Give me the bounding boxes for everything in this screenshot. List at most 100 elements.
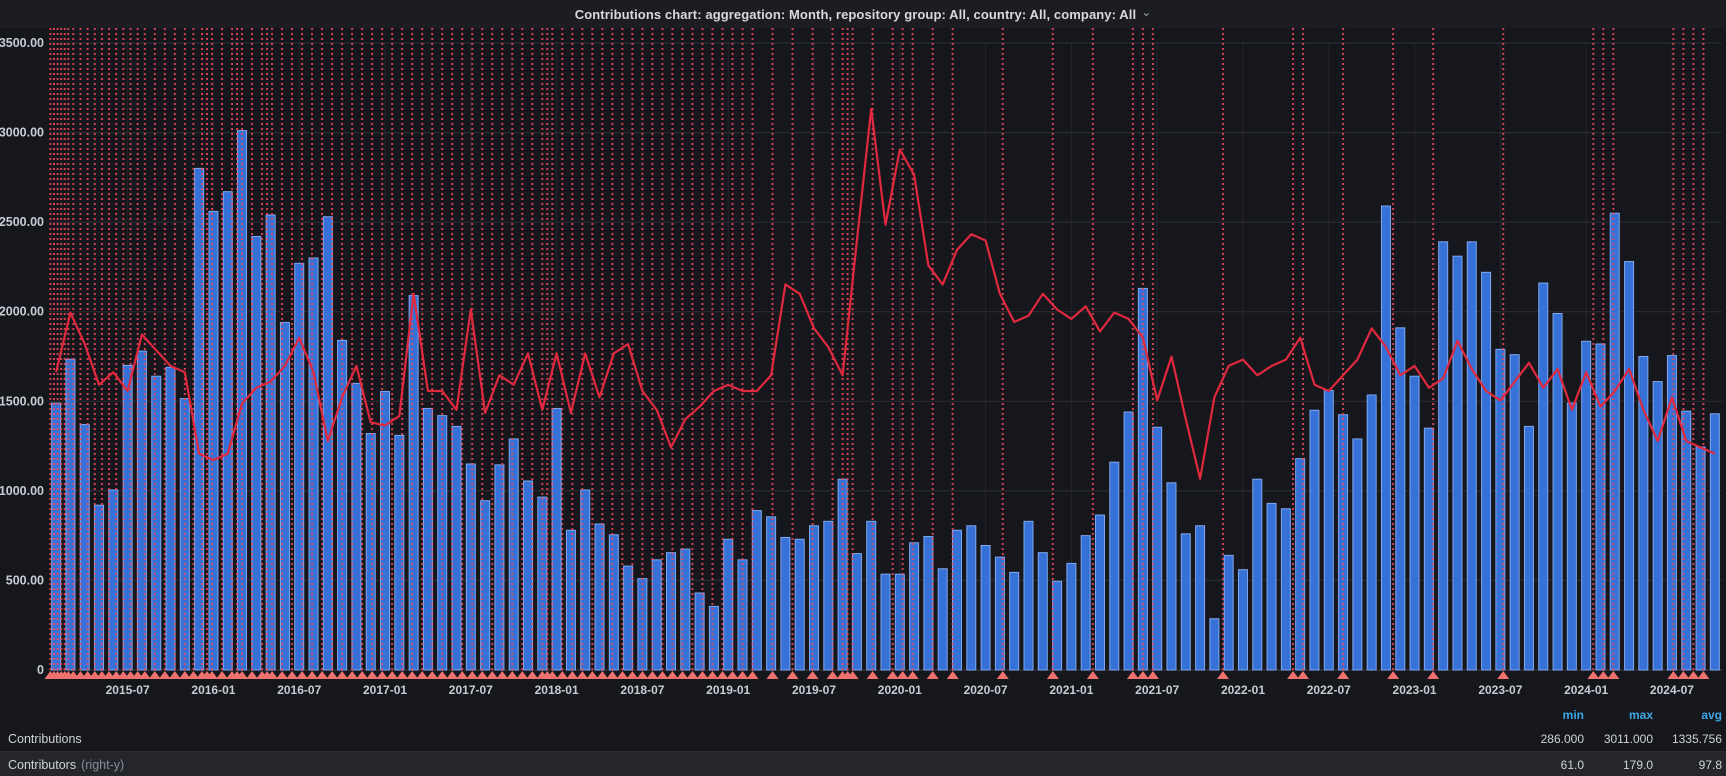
contributions-bar[interactable] — [365, 433, 376, 671]
annotation-marker-icon[interactable] — [516, 671, 529, 679]
annotation-marker-icon[interactable] — [656, 671, 669, 679]
contributions-bar[interactable] — [337, 339, 348, 671]
contributions-bar[interactable] — [823, 520, 834, 671]
contributions-bar[interactable] — [851, 553, 862, 671]
contributions-bar[interactable] — [809, 525, 820, 671]
annotation-marker-icon[interactable] — [906, 671, 919, 679]
contributions-bar[interactable] — [594, 523, 605, 671]
contributions-bar[interactable] — [1438, 241, 1449, 671]
annotation-marker-icon[interactable] — [316, 671, 329, 679]
contributions-bar[interactable] — [508, 438, 519, 671]
contributions-bar[interactable] — [1166, 482, 1177, 671]
contributions-bar[interactable] — [1237, 569, 1248, 671]
contributions-bar[interactable] — [1595, 343, 1606, 671]
annotation-marker-icon[interactable] — [566, 671, 579, 679]
contributions-bar[interactable] — [1080, 535, 1091, 671]
contributions-bar[interactable] — [237, 130, 248, 671]
panel-header[interactable]: Contributions chart: aggregation: Month,… — [0, 0, 1726, 28]
annotation-marker-icon[interactable] — [996, 671, 1009, 679]
annotation-marker-icon[interactable] — [246, 671, 259, 679]
contributions-bar[interactable] — [308, 257, 319, 671]
annotation-marker-icon[interactable] — [386, 671, 399, 679]
annotation-marker-icon[interactable] — [646, 671, 659, 679]
contributions-bar[interactable] — [408, 295, 419, 671]
annotation-marker-icon[interactable] — [1607, 671, 1620, 679]
contributions-bar[interactable] — [1180, 533, 1191, 671]
annotation-marker-icon[interactable] — [138, 671, 151, 679]
annotation-marker-icon[interactable] — [306, 671, 319, 679]
contributions-bar[interactable] — [1552, 313, 1563, 671]
annotation-marker-icon[interactable] — [886, 671, 899, 679]
annotation-marker-icon[interactable] — [236, 671, 249, 679]
contributions-bar[interactable] — [651, 559, 662, 671]
contributions-bar[interactable] — [1152, 426, 1163, 671]
annotation-marker-icon[interactable] — [1677, 671, 1690, 679]
annotation-marker-icon[interactable] — [168, 671, 181, 679]
chart-svg[interactable]: 3500.00 3000.00 2500.00 2000.00 1500.00 1000.… — [0, 28, 1726, 704]
annotation-marker-icon[interactable] — [326, 671, 339, 679]
contributions-bar[interactable] — [1280, 508, 1291, 671]
annotation-marker-icon[interactable] — [696, 671, 709, 679]
annotation-marker-icon[interactable] — [616, 671, 629, 679]
contributions-bar[interactable] — [222, 191, 233, 671]
contributions-bar[interactable] — [1681, 410, 1692, 671]
annotation-marker-icon[interactable] — [766, 671, 779, 679]
annotation-marker-icon[interactable] — [826, 671, 839, 679]
annotation-marker-icon[interactable] — [466, 671, 479, 679]
contributions-bar[interactable] — [1209, 618, 1220, 671]
contributions-bar[interactable] — [1523, 425, 1534, 671]
annotation-marker-icon[interactable] — [496, 671, 509, 679]
contributions-bar[interactable] — [1123, 411, 1134, 671]
annotation-marker-icon[interactable] — [296, 671, 309, 679]
contributions-bar[interactable] — [1409, 375, 1420, 671]
contributions-bar[interactable] — [608, 534, 619, 671]
contributions-bar[interactable] — [866, 520, 877, 671]
contributions-bar[interactable] — [1295, 458, 1306, 671]
contributions-bar[interactable] — [422, 407, 433, 671]
contributions-bar[interactable] — [680, 548, 691, 671]
contributions-bar[interactable] — [966, 525, 977, 671]
contributions-bar[interactable] — [1266, 502, 1277, 671]
annotation-marker-icon[interactable] — [456, 671, 469, 679]
contributions-bar[interactable] — [294, 262, 305, 671]
contributions-bar[interactable] — [1709, 413, 1720, 671]
contributions-bar[interactable] — [1452, 255, 1463, 671]
contributions-bar[interactable] — [694, 592, 705, 671]
annotation-marker-icon[interactable] — [486, 671, 499, 679]
contributions-bar[interactable] — [265, 214, 276, 671]
chart-area[interactable]: 3500.00 3000.00 2500.00 2000.00 1500.00 1000.… — [0, 28, 1726, 704]
contributions-bar[interactable] — [451, 425, 462, 671]
annotation-marker-icon[interactable] — [1046, 671, 1059, 679]
contributions-bar[interactable] — [1609, 212, 1620, 671]
annotation-marker-icon[interactable] — [266, 671, 279, 679]
annotation-marker-icon[interactable] — [526, 671, 539, 679]
contributions-bar[interactable] — [794, 538, 805, 671]
contributions-bar[interactable] — [1052, 580, 1063, 671]
annotation-marker-icon[interactable] — [346, 671, 359, 679]
contributions-bar[interactable] — [1380, 205, 1391, 671]
annotation-marker-icon[interactable] — [216, 671, 229, 679]
annotation-marker-icon[interactable] — [1687, 671, 1700, 679]
contributions-bar[interactable] — [980, 544, 991, 671]
series-label-contributors[interactable]: Contributors (right-y) — [0, 758, 124, 772]
contributions-bar[interactable] — [1252, 478, 1263, 671]
annotation-marker-icon[interactable] — [187, 671, 200, 679]
contributions-bar[interactable] — [1423, 427, 1434, 671]
annotation-marker-icon[interactable] — [206, 671, 219, 679]
annotation-marker-icon[interactable] — [716, 671, 729, 679]
contributions-bar[interactable] — [909, 542, 920, 671]
contributions-bar[interactable] — [251, 235, 262, 671]
annotation-marker-icon[interactable] — [148, 671, 161, 679]
contributions-bar[interactable] — [394, 434, 405, 671]
contributions-bar[interactable] — [551, 407, 562, 671]
contributions-bar[interactable] — [465, 463, 476, 671]
contributions-bar[interactable] — [94, 504, 105, 671]
contributions-bar[interactable] — [208, 210, 219, 671]
annotation-marker-icon[interactable] — [736, 671, 749, 679]
contributions-bar[interactable] — [1037, 552, 1048, 671]
annotation-marker-icon[interactable] — [626, 671, 639, 679]
contributions-bar[interactable] — [1066, 562, 1077, 671]
contributions-bar[interactable] — [1652, 381, 1663, 671]
contributions-bar[interactable] — [79, 424, 90, 671]
contributions-bar[interactable] — [1109, 461, 1120, 671]
